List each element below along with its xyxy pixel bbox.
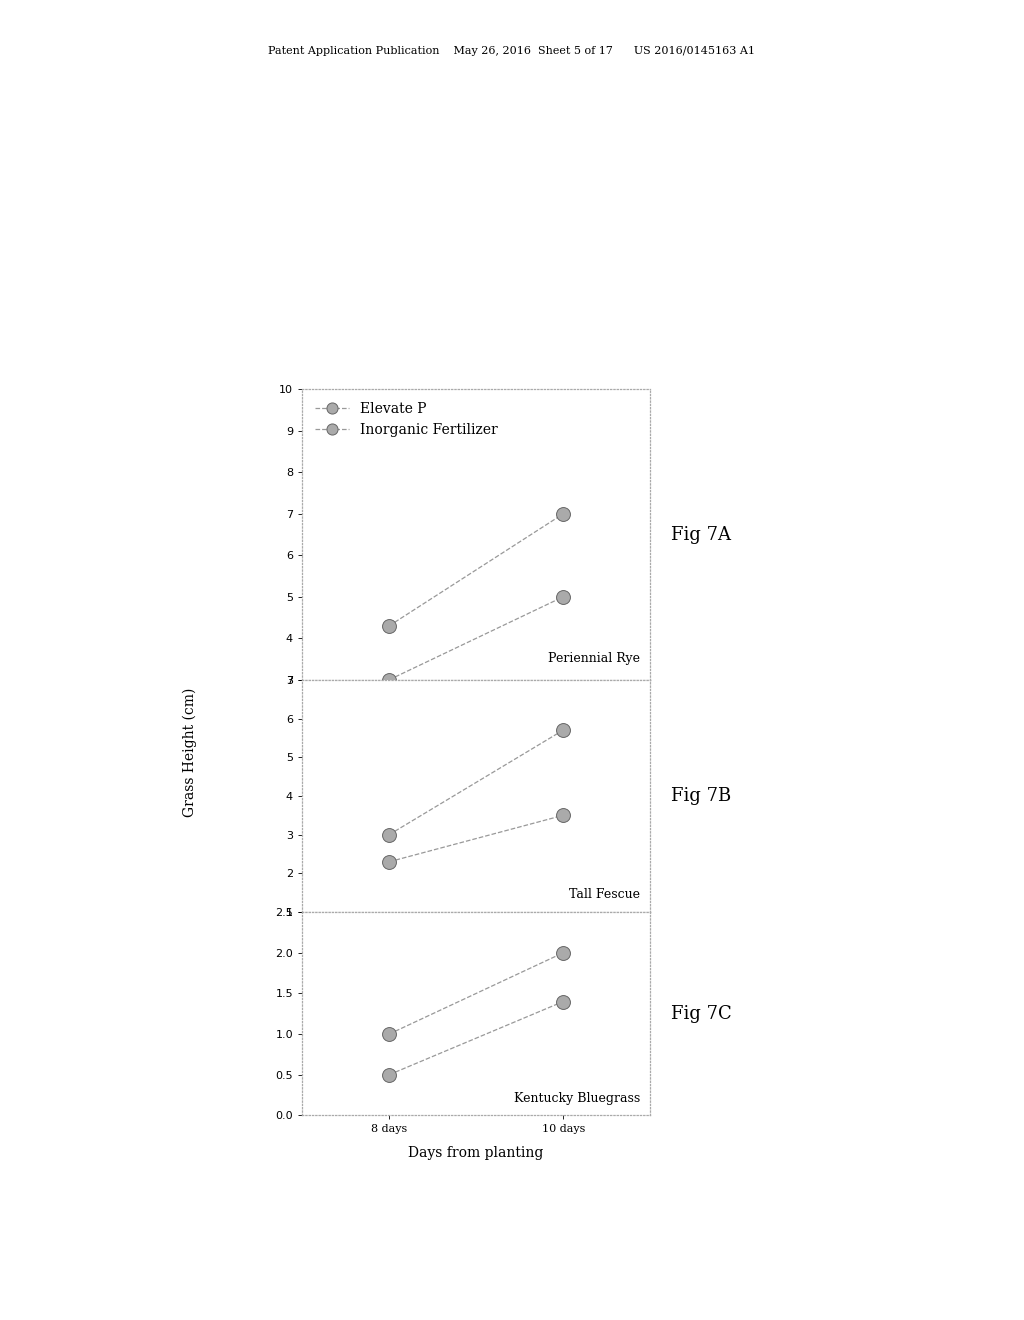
Text: Fig 7B: Fig 7B (671, 787, 731, 805)
Text: Tall Fescue: Tall Fescue (568, 887, 640, 900)
Text: Patent Application Publication    May 26, 2016  Sheet 5 of 17      US 2016/01451: Patent Application Publication May 26, 2… (268, 46, 756, 57)
Text: Grass Height (cm): Grass Height (cm) (182, 688, 197, 817)
Text: Kentucky Bluegrass: Kentucky Bluegrass (514, 1092, 640, 1105)
Text: Days from planting: Days from planting (409, 1146, 544, 1160)
Text: Fig 7C: Fig 7C (671, 1005, 731, 1023)
Text: Periennial Rye: Periennial Rye (548, 652, 640, 665)
Legend: Elevate P, Inorganic Fertilizer: Elevate P, Inorganic Fertilizer (309, 396, 504, 442)
Text: Fig 7A: Fig 7A (671, 525, 731, 544)
